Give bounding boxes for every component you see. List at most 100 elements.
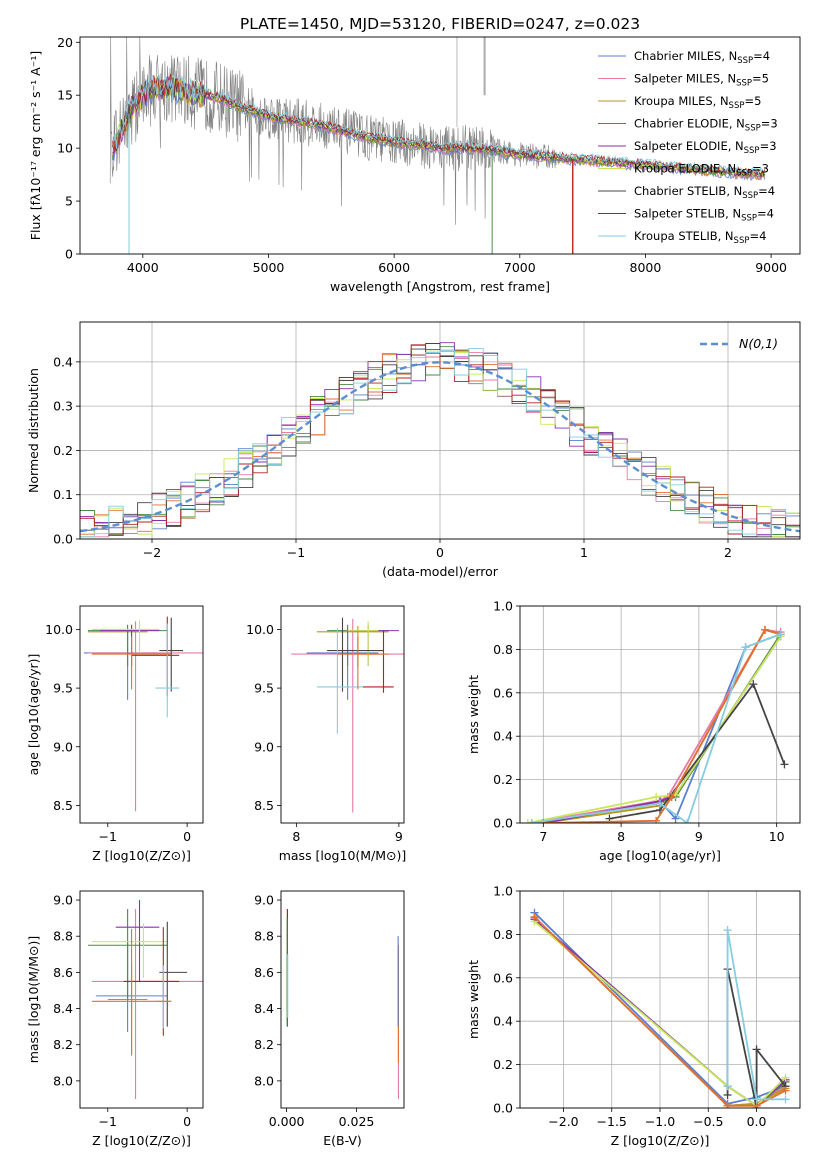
mass-weight-marker bbox=[749, 680, 758, 689]
x-axis-label: mass [log10(M/M⊙)] bbox=[279, 848, 407, 863]
x-tick-label: 8 bbox=[292, 829, 300, 844]
y-tick-label: 10.0 bbox=[246, 622, 274, 637]
panel-spectrum: 4000 5000 6000 7000 8000 9000 0 5 10 15 20 waveleng… bbox=[28, 35, 801, 294]
legend-entry-value: =3 bbox=[752, 162, 769, 176]
x-tick-label: 0.025 bbox=[339, 1114, 375, 1129]
y-axis-label: mass weight bbox=[466, 675, 481, 754]
y-tick-label: 0 bbox=[65, 247, 73, 262]
x-axis-label: wavelength [Angstrom, rest frame] bbox=[330, 279, 550, 294]
x-tick-label: −2 bbox=[143, 545, 161, 560]
legend-entry-value: =4 bbox=[753, 49, 770, 63]
y-tick-label: 5 bbox=[65, 194, 73, 209]
residual-histogram bbox=[80, 344, 800, 535]
plot-area bbox=[523, 625, 789, 823]
mass-weight-marker bbox=[723, 1082, 732, 1091]
model-spectrum bbox=[112, 73, 766, 175]
x-tick-label: 7000 bbox=[504, 260, 536, 275]
legend-entry-label: Salpeter ELODIE, N bbox=[634, 139, 744, 153]
y-tick-label: 0.0 bbox=[493, 816, 513, 831]
y-tick-label: 10.0 bbox=[45, 622, 73, 637]
y-tick-label: 20 bbox=[57, 35, 73, 50]
plot-area bbox=[286, 909, 399, 1099]
x-tick-label: 10 bbox=[769, 829, 785, 844]
legend-entry-subscript: SSP bbox=[729, 101, 745, 111]
x-tick-label: −2.0 bbox=[548, 1114, 578, 1129]
x-tick-label: 7 bbox=[539, 829, 547, 844]
plot-background bbox=[80, 606, 203, 823]
legend-entry-subscript: SSP bbox=[734, 236, 750, 246]
panel-mass-EBV: 0.000 0.025 8.0 8.2 8.4 8.6 8.8 9.0 E(B-V) bbox=[254, 890, 405, 1148]
mass-weight-line bbox=[527, 635, 782, 823]
panel-age-mass: 8 9 8.5 9.0 9.5 10.0 mass [log10(M/M⊙)] bbox=[246, 605, 407, 863]
legend-entry: Chabrier MILES, NSSP=4 bbox=[634, 49, 770, 66]
legend-entry-label: Chabrier MILES, N bbox=[634, 49, 737, 63]
y-tick-label: 0.2 bbox=[493, 1057, 513, 1072]
mass-weight-marker bbox=[523, 819, 532, 823]
y-axis-label: age [log10(age/yr)] bbox=[26, 654, 41, 776]
y-tick-label: 9.0 bbox=[254, 739, 274, 754]
y-tick-label: 0.3 bbox=[53, 399, 73, 414]
plot-area bbox=[291, 617, 404, 813]
y-tick-label: 0.0 bbox=[493, 1101, 513, 1116]
mass-weight-marker bbox=[776, 630, 785, 639]
figure-title: PLATE=1450, MJD=53120, FIBERID=0247, z=0… bbox=[240, 15, 640, 33]
x-tick-label: 1 bbox=[580, 545, 588, 560]
x-tick-label: 0.0 bbox=[747, 1114, 767, 1129]
x-tick-label: 9 bbox=[695, 829, 703, 844]
panel-mass-Z: −1 0 8.0 8.2 8.4 8.6 8.8 9.0 Z [log10(Z/Z⊙)] mass… bbox=[26, 890, 204, 1148]
x-axis-label: Z [log10(Z/Z⊙)] bbox=[92, 848, 191, 863]
y-tick-label: 0.8 bbox=[493, 927, 513, 942]
y-tick-label: 1.0 bbox=[493, 884, 513, 899]
model-spectrum bbox=[112, 79, 766, 182]
plot-background bbox=[281, 891, 404, 1108]
x-tick-label: −1.0 bbox=[645, 1114, 675, 1129]
plot-area bbox=[530, 908, 790, 1108]
mass-weight-marker bbox=[683, 819, 692, 823]
x-tick-label: 0 bbox=[436, 545, 444, 560]
y-tick-label: 8.5 bbox=[254, 798, 274, 813]
y-tick-label: 8.4 bbox=[53, 1001, 73, 1016]
legend-entry-subscript: SSP bbox=[741, 214, 757, 224]
mass-weight-line bbox=[531, 633, 781, 823]
mass-weight-marker bbox=[652, 816, 661, 823]
mass-weight-line bbox=[533, 916, 786, 1107]
mass-weight-marker bbox=[780, 760, 789, 769]
x-tick-label: −1 bbox=[99, 1114, 117, 1129]
x-tick-label: 0.000 bbox=[269, 1114, 305, 1129]
axes-frame bbox=[79, 890, 204, 1109]
panel-residuals: −2 −1 0 1 2 0.0 0.1 0.2 0.3 0.4 (data-model)/error… bbox=[26, 321, 801, 579]
y-tick-label: 9.0 bbox=[53, 739, 73, 754]
y-tick-label: 8.5 bbox=[53, 798, 73, 813]
panel-age-Z: −1 0 8.5 9.0 9.5 10.0 Z [log10(Z/Z⊙)] age [log1… bbox=[26, 605, 204, 863]
gaussian-curve bbox=[80, 361, 800, 533]
y-tick-label: 9.0 bbox=[53, 893, 73, 908]
legend-entry: Kroupa MILES, NSSP=5 bbox=[634, 94, 761, 111]
legend-entry: Chabrier STELIB, NSSP=4 bbox=[634, 184, 775, 201]
plot-area bbox=[80, 342, 800, 538]
mass-weight-marker bbox=[723, 926, 732, 935]
mass-weight-marker bbox=[752, 1095, 761, 1104]
x-tick-label: 8000 bbox=[630, 260, 662, 275]
y-tick-label: 0.6 bbox=[493, 970, 513, 985]
mass-weight-line bbox=[726, 929, 786, 1101]
legend-entry-value: =5 bbox=[752, 72, 769, 86]
y-axis-label: mass weight bbox=[466, 960, 481, 1039]
legend-entry-subscript: SSP bbox=[745, 124, 761, 134]
axes-frame bbox=[79, 605, 204, 824]
y-tick-label: 0.2 bbox=[53, 443, 73, 458]
mass-weight-marker bbox=[781, 1095, 790, 1104]
legend-entry-label: Kroupa ELODIE, N bbox=[634, 162, 736, 176]
x-axis-label: Z [log10(Z/Z⊙)] bbox=[92, 1133, 191, 1148]
plot-area bbox=[83, 616, 203, 812]
y-tick-label: 8.4 bbox=[254, 1001, 274, 1016]
x-tick-label: 8 bbox=[617, 829, 625, 844]
mass-weight-marker bbox=[652, 792, 661, 801]
x-tick-label: 9 bbox=[395, 829, 403, 844]
mass-weight-marker bbox=[527, 819, 536, 823]
panel-weight-Z: −2.0 −1.5 −1.0 −0.5 0.0 0.0 0.2 0.4 0.6 0.8 1.0 Z [… bbox=[466, 884, 801, 1148]
plot-background bbox=[520, 606, 800, 823]
x-tick-label: 4000 bbox=[127, 260, 159, 275]
y-tick-label: 0.2 bbox=[493, 772, 513, 787]
